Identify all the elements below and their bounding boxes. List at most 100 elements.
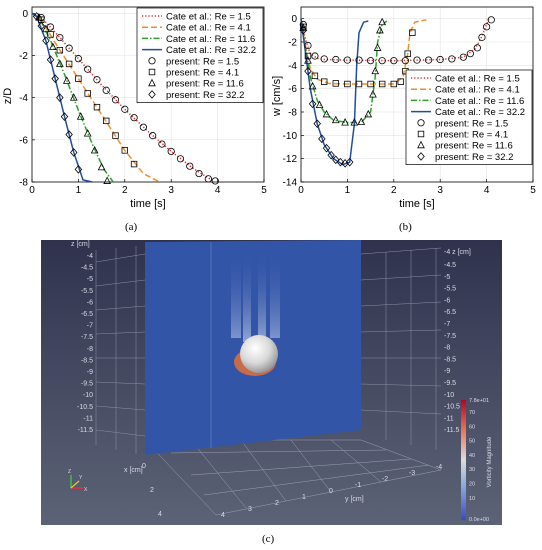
y-tick-label: -8 <box>19 178 28 189</box>
data-point <box>32 12 41 21</box>
data-point <box>121 147 128 154</box>
legend-label: Cate et al.: Re = 4.1 <box>435 85 520 96</box>
y-ticks: 4 3 2 1 0 -1 -2 -3 -4 <box>221 464 442 519</box>
data-point <box>62 76 71 84</box>
z-tick-label-right: -10.5 <box>444 404 460 411</box>
data-point <box>404 50 411 57</box>
data-point <box>42 24 50 33</box>
data-point <box>327 150 335 160</box>
y-tick-label: -14 <box>283 178 298 189</box>
z-tick-label-left: -5.5 <box>81 288 93 295</box>
data-point <box>74 55 83 63</box>
z-tick-label-left: -7 <box>87 323 93 330</box>
data-point <box>176 155 185 163</box>
z-tick-label-left: -11 <box>83 415 93 422</box>
series-5-markers <box>37 13 219 185</box>
y-ticks-a: 0 -2 -4 -6 -8 <box>19 9 35 189</box>
data-point <box>93 76 101 84</box>
data-point <box>341 118 349 126</box>
x-tick-label: 1 <box>76 185 82 196</box>
data-point <box>413 56 421 64</box>
data-point <box>56 47 64 54</box>
y-tick-label: -8 <box>288 108 297 119</box>
z-axis-label-left: z [cm] <box>71 241 90 248</box>
legend-marker <box>148 90 156 99</box>
colorbar-tick-label: 70 <box>469 410 475 416</box>
x-tick-label: 2 <box>150 487 154 494</box>
data-point <box>344 80 351 88</box>
z-ticks-left: -4 -4.5 -5 -5.5 -6 -6.5 -7 -7.5 -8 -8.5 -9 -9.5 -10 -… <box>77 253 93 434</box>
x-axis-label: x [cm] <box>124 467 143 474</box>
colorbar-max-label: 7.8e+01 <box>469 398 489 404</box>
legend-marker <box>417 152 425 161</box>
data-point <box>378 57 386 65</box>
orientation-axes: Z X Y <box>68 469 88 493</box>
series-a <box>31 12 219 185</box>
series-6-markers <box>38 16 138 168</box>
data-point <box>299 23 308 32</box>
data-point <box>74 165 83 174</box>
legend-label: Cate et al.: Re = 32.2 <box>435 107 525 118</box>
z-tick-label-left: -10 <box>83 392 93 399</box>
data-point <box>478 33 486 41</box>
series-3-line <box>300 18 388 124</box>
data-point <box>167 147 175 156</box>
y-tick-label: 0 <box>291 14 297 25</box>
y-tick-label: -3 <box>409 470 415 477</box>
legend-marker <box>417 130 425 138</box>
z-tick-label-right: -6 <box>444 297 450 304</box>
y-tick-label: 3 <box>248 506 252 513</box>
series-6-markers <box>300 23 416 88</box>
data-point <box>111 96 120 104</box>
y-tick-label: -1 <box>355 482 361 489</box>
data-point <box>35 13 43 21</box>
y-tick-label: 2 <box>275 500 279 507</box>
y-axis-label: y [cm] <box>345 496 364 503</box>
caption-b: (b) <box>399 221 412 233</box>
data-point <box>373 43 382 51</box>
x-ticks: 0 2 4 <box>142 463 162 518</box>
x-axis-label-a: time [s] <box>130 198 165 210</box>
colorbar-tick-label: 30 <box>469 467 475 473</box>
x-tick-label: 3 <box>437 185 443 196</box>
left-wall-grid <box>95 246 146 454</box>
series-2-line <box>300 18 427 85</box>
x-ticks-b: 0 1 2 3 4 5 <box>298 179 536 196</box>
data-point <box>70 148 78 157</box>
data-point <box>331 115 340 124</box>
legend-label: present: Re = 11.6 <box>435 141 513 152</box>
data-point <box>51 74 59 83</box>
data-point <box>355 80 363 88</box>
orientation-label-z: Z <box>68 469 71 475</box>
legend-box <box>136 7 264 103</box>
series-5-markers <box>299 16 495 65</box>
chart-a: 0 1 2 3 4 5 0 -2 -4 -6 -8 time [s] z/D Cate et al… <box>2 6 267 210</box>
data-point <box>367 80 374 88</box>
y-tick-label: 0 <box>329 488 333 495</box>
data-point <box>313 119 321 128</box>
z-tick-label-right: -11.5 <box>444 427 460 434</box>
z-tick-label-left: -11.5 <box>78 427 94 434</box>
data-point <box>483 23 491 31</box>
data-point <box>350 118 359 126</box>
vortex-wake <box>231 250 280 342</box>
colorbar-ticks: 70 60 50 40 30 20 10 <box>469 410 475 502</box>
z-axis-label-right: -4 z [cm] <box>444 249 471 256</box>
data-point <box>322 143 331 153</box>
data-point <box>378 17 387 26</box>
legend-label: Cate et al.: Re = 4.1 <box>166 23 251 34</box>
data-point <box>336 157 345 167</box>
data-point <box>204 175 212 183</box>
z-tick-label-left: -9.5 <box>81 381 93 388</box>
z-tick-label-left: -6.5 <box>81 311 93 318</box>
z-tick-label-left: -9 <box>87 369 93 376</box>
data-point <box>332 55 340 64</box>
x-tick-label: 3 <box>168 185 174 196</box>
x-tick-label: 4 <box>215 185 221 196</box>
data-point <box>343 56 352 64</box>
data-point <box>448 55 456 63</box>
z-tick-label-right: -10 <box>444 392 454 399</box>
x-tick-label: 2 <box>391 185 397 196</box>
sphere <box>240 335 278 373</box>
